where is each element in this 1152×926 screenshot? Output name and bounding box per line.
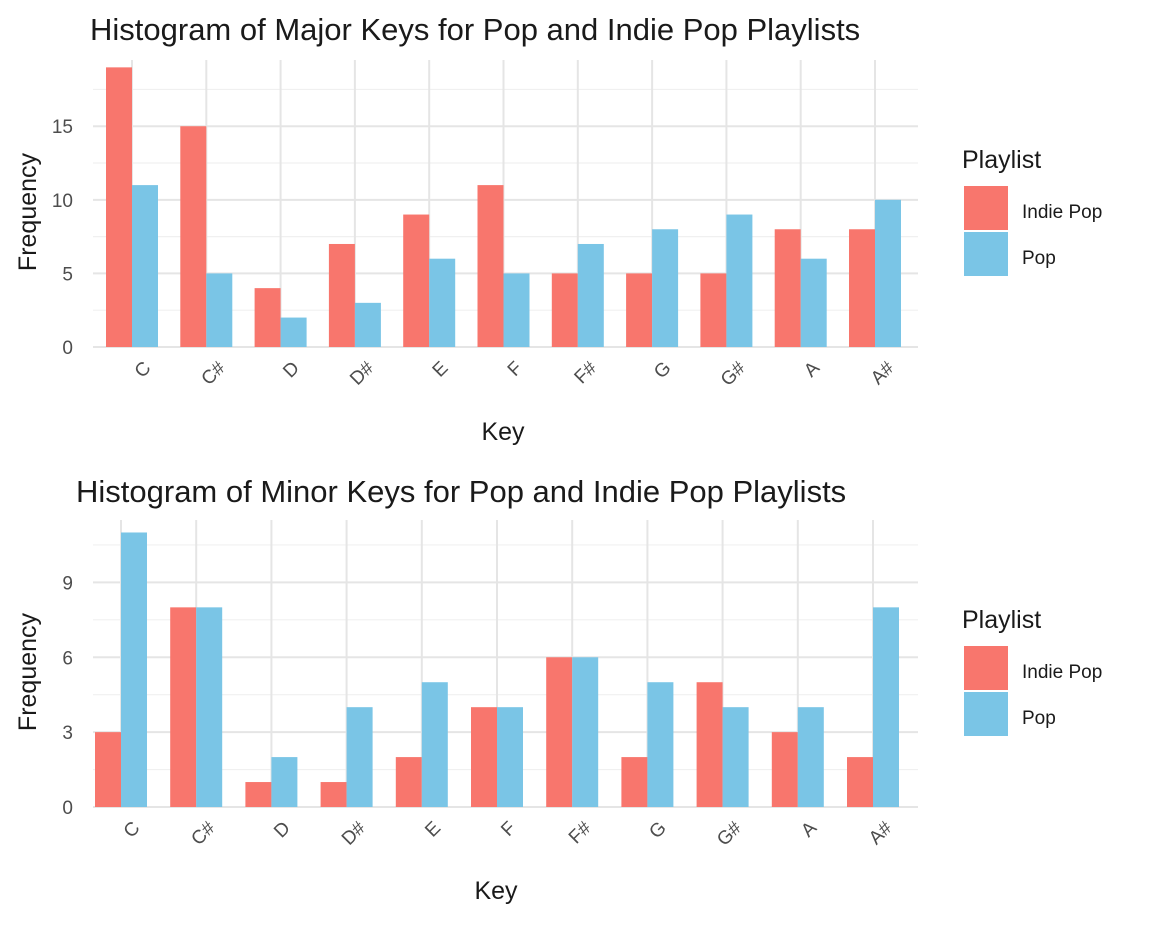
bar-indie-pop-g [621,757,648,807]
bar-pop-a-sharp [873,607,899,807]
bar-pop-d [280,317,307,347]
legend-key-indie-pop [964,186,1008,230]
x-tick-label-e: E [421,818,445,842]
bar-indie-pop-d [245,782,272,807]
bar-pop-g [647,682,674,807]
bar-indie-pop-f [477,185,504,347]
legend-title: Playlist [962,146,1041,174]
y-axis-title: Frequency [14,152,42,271]
bar-pop-a [797,707,824,807]
y-tick-label: 0 [62,798,73,819]
x-tick-label-d-sharp: D# [338,817,370,849]
bar-indie-pop-e [395,757,422,807]
y-tick-label: 6 [62,648,73,669]
y-tick-label: 3 [62,723,73,744]
x-tick-label-a: A [800,357,824,381]
bar-indie-pop-g-sharp [700,273,727,347]
bar-pop-c [121,532,147,807]
x-tick-label-g-sharp: G# [717,357,750,390]
bar-indie-pop-d-sharp [328,243,355,347]
bar-pop-d [271,757,298,807]
x-tick-label-d: D [270,818,295,843]
x-axis-title: Key [474,877,518,905]
bar-indie-pop-a-sharp [849,229,875,347]
chart-title: Histogram of Minor Keys for Pop and Indi… [76,474,846,509]
chart-title: Histogram of Major Keys for Pop and Indi… [90,12,860,47]
bar-pop-d-sharp [346,707,373,807]
legend-key-pop [964,232,1008,276]
y-axis-title: Frequency [14,612,42,731]
minor-keys-chart: 0 3 6 9 C C# D D# E F F# G G# A A# Histogram of Minor… [14,474,1102,905]
x-tick-label-e: E [429,358,453,382]
bar-indie-pop-e [403,214,430,347]
bar-indie-pop-c [95,732,121,807]
bar-indie-pop-c-sharp [180,126,207,347]
bar-indie-pop-g-sharp [696,682,723,807]
bar-indie-pop-d-sharp [320,782,347,807]
y-tick-label: 15 [52,117,73,138]
y-tick-label: 0 [62,338,73,359]
bar-indie-pop-f-sharp [551,273,578,347]
x-tick-label-f-sharp: F# [571,357,602,388]
legend-label-pop: Pop [1022,248,1056,269]
x-tick-label-g: G [650,358,675,383]
legend: Playlist Indie Pop Pop [962,146,1102,276]
y-tick-label: 9 [62,573,73,594]
legend-label-pop: Pop [1022,708,1056,729]
x-tick-label-f-sharp: F# [565,817,596,848]
bar-pop-c [132,185,158,347]
x-tick-label-f: F [497,818,520,841]
legend-label-indie-pop: Indie Pop [1022,202,1102,223]
legend-label-indie-pop: Indie Pop [1022,662,1102,683]
bar-indie-pop-g [626,273,653,347]
legend-key-indie-pop [964,646,1008,690]
bar-indie-pop-f-sharp [546,657,573,807]
bar-indie-pop-d [254,288,281,347]
x-tick-label-a-sharp: A# [865,817,897,849]
x-tick-label-d-sharp: D# [346,357,378,389]
x-tick-label-a-sharp: A# [867,357,899,389]
bar-pop-c-sharp [206,273,233,347]
x-tick-label-a: A [797,817,821,841]
bar-pop-f [497,707,523,807]
bar-indie-pop-f [471,707,497,807]
bar-pop-g-sharp [722,707,749,807]
bar-pop-d-sharp [354,302,381,347]
bar-indie-pop-c-sharp [170,607,197,807]
x-tick-label-f: F [504,358,527,381]
legend-title: Playlist [962,606,1041,634]
bar-pop-c-sharp [196,607,223,807]
bar-indie-pop-a [774,229,801,347]
x-axis-title: Key [481,418,525,446]
legend-key-pop [964,692,1008,736]
bar-pop-e [421,682,448,807]
bar-pop-a [800,258,827,347]
y-tick-label: 5 [62,264,73,285]
bar-pop-f-sharp [572,657,599,807]
x-tick-label-d: D [279,358,304,383]
bar-pop-e [429,258,456,347]
bar-pop-g-sharp [726,214,753,347]
bar-indie-pop-c [106,67,132,347]
y-tick-label: 10 [52,191,73,212]
bar-pop-a-sharp [875,199,901,347]
x-tick-label-c: C [120,818,145,843]
major-keys-chart: 0 5 10 15 C C# D D# E F F# G G# A A# Histogram of Maj… [14,12,1102,446]
bar-pop-g [652,229,679,347]
x-tick-label-c-sharp: C# [198,357,230,389]
bar-indie-pop-a [771,732,798,807]
bar-indie-pop-a-sharp [847,757,873,807]
bar-pop-f-sharp [577,243,604,347]
bar-pop-f [503,273,530,347]
x-tick-label-c-sharp: C# [188,817,220,849]
x-tick-label-g: G [645,818,670,843]
x-tick-label-c: C [131,358,156,383]
legend: Playlist Indie Pop Pop [962,606,1102,736]
x-tick-label-g-sharp: G# [713,817,746,850]
